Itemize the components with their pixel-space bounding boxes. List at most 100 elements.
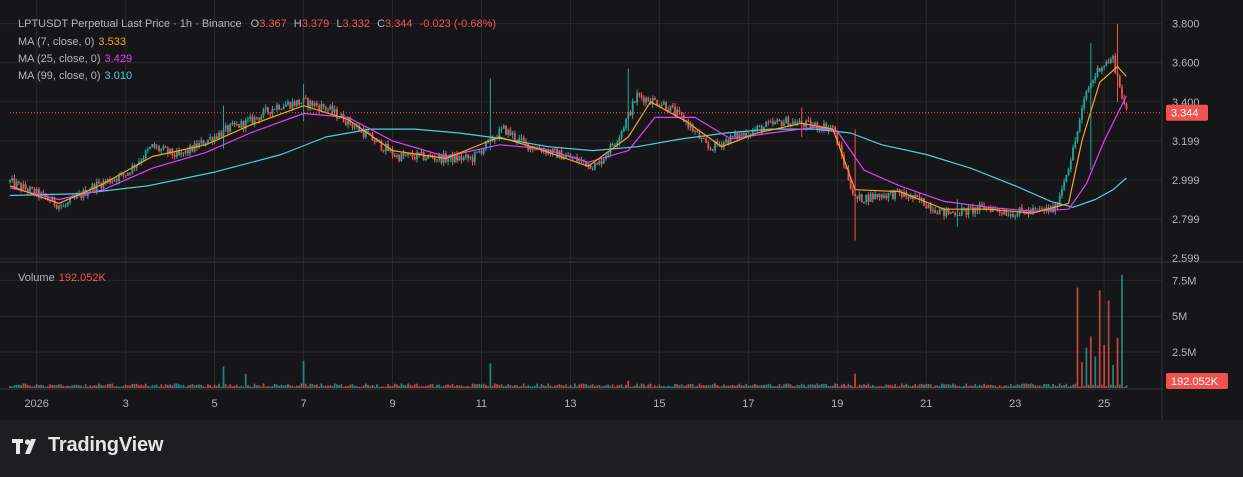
candle-body [907, 196, 910, 199]
candle-body [238, 124, 240, 128]
candle-body [384, 144, 387, 152]
candle-body [487, 139, 490, 142]
ma25-line [9, 95, 1127, 212]
volume-bar [878, 385, 881, 388]
volume-bar [1078, 386, 1081, 388]
volume-bar [66, 385, 69, 388]
candle-body [925, 205, 928, 209]
volume-bar [740, 385, 743, 388]
candle-body [327, 109, 329, 111]
volume-bar [1125, 385, 1128, 388]
volume-bar [920, 383, 923, 388]
candle-body [894, 190, 897, 200]
candle-body [473, 152, 476, 162]
candle-body [858, 194, 861, 199]
candle-body [811, 125, 814, 128]
volume-bar [667, 385, 670, 388]
volume-bar [651, 386, 654, 388]
volume-bar [1087, 384, 1090, 388]
chart-panel[interactable]: 3.800 3.600 3.400 3.199 2.999 2.799 2.599 3.344… [0, 0, 1243, 420]
symbol-line[interactable]: LPTUSDT Perpetual Last Price · 1h · Bina… [18, 18, 242, 30]
candle-body [622, 128, 625, 132]
volume-bar [302, 360, 305, 388]
candle-body [751, 130, 754, 135]
volume-bar [867, 383, 870, 388]
candle-body [409, 153, 412, 155]
time-tick-label: 11 [476, 398, 487, 410]
candle-body [671, 105, 674, 107]
candle-body [235, 124, 238, 126]
volume-bar [367, 384, 369, 388]
volume-bar [731, 384, 734, 388]
candle-body [416, 152, 418, 160]
candle-body [616, 142, 619, 145]
ma99-legend[interactable]: MA (99, close, 0) 3.010 [18, 69, 132, 83]
volume-bar [71, 385, 74, 388]
volume-bar [883, 386, 885, 388]
volume-bar [193, 385, 196, 388]
candle-body [29, 187, 31, 192]
volume-bar [404, 385, 407, 388]
volume-bar [126, 385, 129, 388]
volume-bar [35, 384, 38, 388]
chart-canvas[interactable]: 3.8003.6003.4003.1992.9992.7992.5993.344… [0, 0, 1243, 420]
candle-body [629, 111, 632, 116]
volume-bar [247, 385, 249, 388]
volume-bar [198, 384, 200, 388]
candle-body [182, 152, 185, 154]
candle-body [126, 172, 129, 176]
volume-bar [611, 384, 614, 388]
candle-body [247, 119, 249, 121]
volume-bar [671, 386, 674, 388]
candle-body [55, 205, 58, 209]
candle-body [218, 132, 220, 139]
candle-body [892, 191, 894, 200]
volume-bar [649, 383, 652, 388]
volume-bar [82, 386, 85, 388]
volume-bar [747, 385, 750, 388]
volume-bar [771, 386, 774, 388]
candle-body [1078, 119, 1081, 132]
volume-bar [456, 385, 458, 388]
volume-bar [140, 384, 143, 388]
volume-legend[interactable]: Volume 192.052K [18, 271, 106, 285]
volume-bar [729, 385, 732, 388]
volume-bar [662, 385, 665, 388]
candle-body [251, 116, 254, 124]
volume-bar [807, 384, 810, 388]
candle-body [24, 184, 27, 190]
candle-body [889, 191, 892, 194]
volume-bar [231, 386, 234, 388]
volume-bar [627, 380, 630, 388]
candle-body [765, 122, 768, 128]
candle-body [774, 121, 776, 125]
ma25-legend[interactable]: MA (25, close, 0) 3.429 [18, 52, 132, 66]
candle-body [413, 157, 416, 160]
volume-bar [420, 386, 423, 388]
candle-body [242, 121, 245, 129]
volume-bar [289, 385, 292, 388]
volume-bar [974, 383, 977, 388]
candle-body [471, 157, 474, 162]
candle-body [240, 121, 243, 128]
candle-body [478, 151, 481, 153]
volume-bar [387, 384, 389, 388]
tradingview-logo[interactable]: TradingView [12, 434, 163, 457]
last-volume-label: 192.052K [1171, 376, 1219, 388]
volume-bar [487, 386, 490, 388]
candle-body [709, 148, 712, 150]
candle-body [860, 194, 863, 203]
candle-body [1016, 213, 1019, 217]
volume-tick-label: 7.5M [1172, 275, 1196, 287]
volume-bar [763, 384, 765, 388]
volume-bar [507, 384, 510, 388]
ma7-legend[interactable]: MA (7, close, 0) 3.533 [18, 35, 126, 49]
volume-bar [311, 383, 314, 388]
candle-body [1049, 206, 1052, 212]
volume-bar [491, 385, 494, 388]
volume-bar [787, 383, 790, 388]
candle-body [142, 158, 145, 161]
candle-body [1058, 195, 1061, 207]
volume-bar [269, 386, 272, 388]
candle-body [800, 120, 803, 125]
